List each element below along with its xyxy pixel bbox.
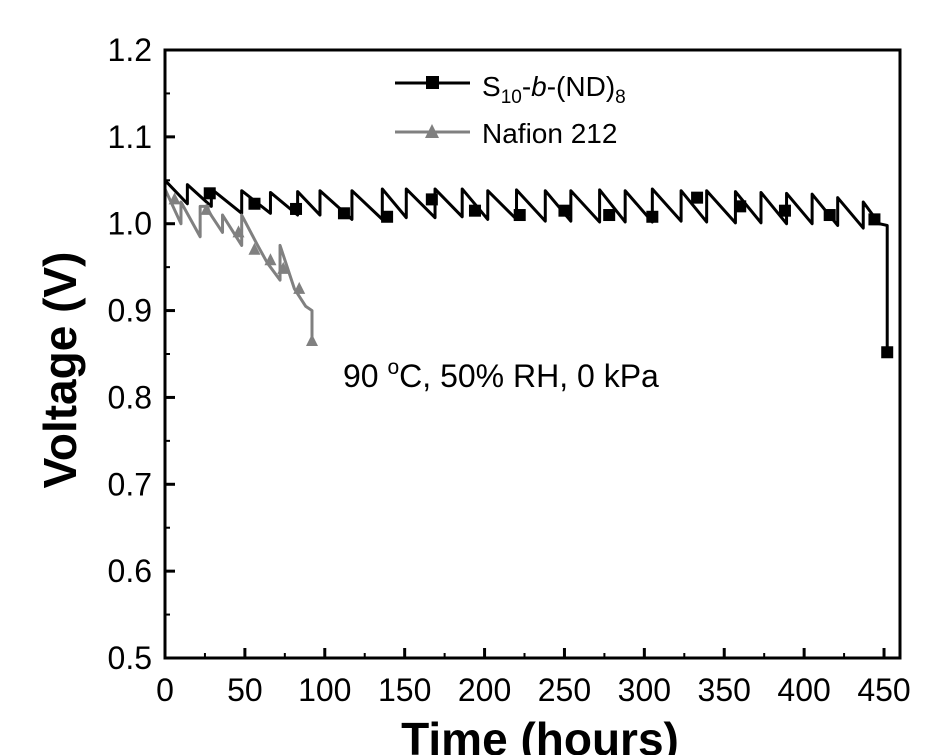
y-tick-label: 1.2 [108,32,152,68]
x-tick-label: 0 [156,672,174,708]
x-axis-label: Time (hours) [401,713,679,755]
data-point-square [646,210,659,223]
y-tick-label: 0.5 [108,640,152,676]
data-point-square [203,187,216,200]
data-point-square [881,346,894,359]
data-point-square [778,204,791,217]
legend: S10-b-(ND)8 Nafion 212 [395,71,626,149]
x-ticks: 0 50 100 150 200 250 300 350 400 450 [156,648,911,708]
x-tick-label: 150 [378,672,431,708]
legend-label-s10: S10-b-(ND)8 [482,71,626,108]
x-tick-label: 200 [458,672,511,708]
data-point-square [381,210,394,223]
data-point-square [823,209,836,222]
data-point-triangle [248,242,261,255]
y-tick-label: 0.6 [108,553,152,589]
y-ticks: 0.5 0.6 0.7 0.8 0.9 1.0 1.1 1.2 [108,32,175,676]
data-point-square [558,204,571,217]
y-tick-label: 1.0 [108,206,152,242]
data-point-triangle [168,192,181,205]
legend-entry-nafion: Nafion 212 [395,118,617,149]
y-tick-label: 0.7 [108,466,152,502]
data-point-square [290,202,303,215]
data-point-square [425,193,438,206]
x-tick-label: 100 [298,672,351,708]
data-point-square [468,204,481,217]
y-tick-label: 0.9 [108,293,152,329]
data-point-square [734,200,747,213]
data-point-triangle [277,261,290,274]
legend-label-nafion: Nafion 212 [482,118,617,149]
x-tick-label: 450 [857,672,910,708]
plot-lines [163,178,889,354]
x-tick-label: 300 [618,672,671,708]
y-axis-label: Voltage (V) [34,252,86,489]
x-tick-label: 250 [538,672,591,708]
conditions-annotation: 90 oC, 50% RH, 0 kPa [343,356,659,394]
data-point-triangle [293,281,306,294]
data-point-square [248,197,261,210]
legend-entry-s10: S10-b-(ND)8 [395,71,626,108]
data-point-square [337,207,350,220]
plot-markers [168,187,894,359]
data-point-triangle [232,225,245,238]
legend-marker-square [426,76,439,89]
y-tick-label: 0.8 [108,379,152,415]
data-point-square [868,213,881,226]
y-tick-label: 1.1 [108,119,152,155]
legend-marker-triangle [425,124,439,138]
data-point-square [603,209,616,222]
data-point-square [513,209,526,222]
x-tick-label: 350 [698,672,751,708]
data-point-triangle [200,202,213,215]
x-tick-label: 50 [227,672,263,708]
data-point-triangle [264,253,277,266]
data-point-triangle [306,333,318,346]
data-point-square [691,191,704,204]
series-line-nafion [163,187,314,344]
x-tick-label: 400 [777,672,830,708]
series-line-s10 [163,178,889,354]
